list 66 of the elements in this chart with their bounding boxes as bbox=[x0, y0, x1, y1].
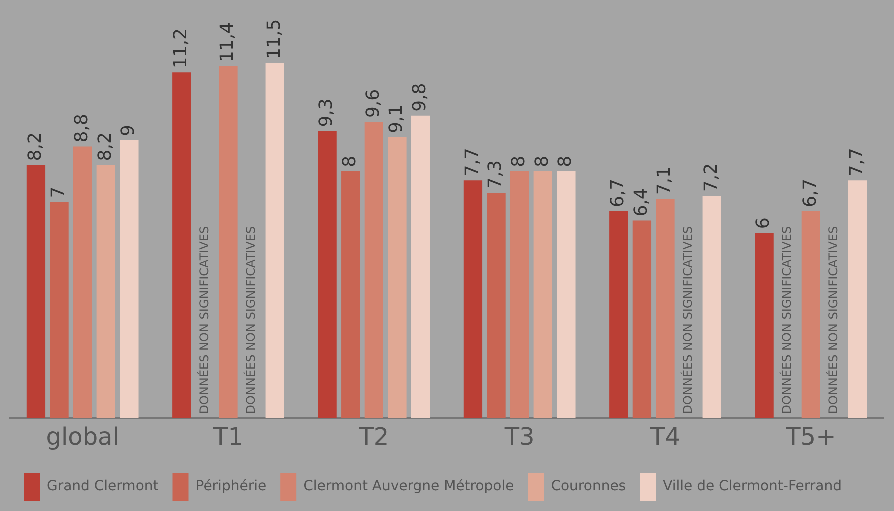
x-tick-label: T3 bbox=[504, 422, 535, 451]
bar bbox=[411, 116, 430, 418]
bar bbox=[656, 199, 675, 418]
bar bbox=[50, 202, 69, 418]
bar bbox=[96, 165, 116, 418]
bar bbox=[172, 72, 192, 418]
bar bbox=[342, 171, 360, 418]
data-label: 8 bbox=[508, 156, 530, 168]
bar bbox=[26, 165, 46, 418]
data-label: 7,1 bbox=[654, 166, 676, 196]
data-label: 7 bbox=[48, 186, 70, 198]
data-label: 6 bbox=[753, 218, 774, 230]
x-tick-label: global bbox=[46, 422, 120, 451]
data-label: 11,2 bbox=[170, 28, 192, 69]
bar bbox=[534, 171, 552, 418]
bar bbox=[755, 233, 774, 418]
bar bbox=[318, 131, 337, 418]
bar bbox=[702, 196, 722, 418]
legend-label: Ville de Clermont-Ferrand bbox=[663, 478, 842, 495]
data-label: 11,4 bbox=[217, 22, 238, 63]
legend-label: Clermont Auvergne Métropole bbox=[304, 478, 514, 495]
bar bbox=[557, 171, 576, 418]
bar bbox=[802, 212, 820, 418]
bar bbox=[74, 146, 92, 418]
data-label: 8 bbox=[555, 156, 576, 168]
annotation: DONNÉES NON SIGNIFICATIVES bbox=[196, 226, 212, 414]
bar bbox=[364, 122, 384, 418]
x-tick-label: T1 bbox=[212, 422, 244, 451]
bar bbox=[487, 192, 506, 418]
data-label: 7,7 bbox=[846, 148, 868, 177]
data-label: 6,4 bbox=[630, 188, 652, 217]
data-label: 9,8 bbox=[409, 83, 430, 112]
legend-label: Couronnes bbox=[551, 478, 626, 495]
annotation: DONNÉES NON SIGNIFICATIVES bbox=[242, 226, 258, 414]
data-label: 9,3 bbox=[316, 98, 338, 128]
bar bbox=[388, 137, 407, 418]
x-tick-label: T5+ bbox=[785, 422, 836, 451]
bar bbox=[266, 63, 284, 418]
x-tick-label: T4 bbox=[650, 422, 680, 451]
data-label: 8,2 bbox=[94, 132, 116, 162]
data-label: 9 bbox=[118, 125, 140, 137]
bar bbox=[632, 220, 652, 418]
data-label: 8 bbox=[532, 156, 553, 168]
annotation: DONNÉES NON SIGNIFICATIVES bbox=[778, 226, 794, 414]
bar bbox=[219, 66, 238, 418]
annotation: DONNÉES NON SIGNIFICATIVES bbox=[680, 226, 695, 414]
bar bbox=[610, 212, 628, 418]
data-label: 8,8 bbox=[72, 114, 93, 143]
data-label: 9,1 bbox=[386, 104, 408, 134]
bar bbox=[510, 171, 530, 418]
bar bbox=[848, 180, 868, 418]
legend-label: Périphérie bbox=[196, 478, 267, 495]
data-label: 8,2 bbox=[24, 132, 46, 162]
data-label: 8 bbox=[340, 156, 361, 168]
data-label: 7,7 bbox=[462, 148, 483, 177]
data-label: 11,5 bbox=[264, 19, 285, 60]
data-label: 6,7 bbox=[800, 178, 821, 208]
data-label: 9,6 bbox=[362, 89, 384, 118]
data-label: 7,2 bbox=[700, 163, 722, 192]
bar bbox=[120, 140, 139, 418]
legend-label: Grand Clermont bbox=[47, 478, 160, 495]
annotation: DONNÉES NON SIGNIFICATIVES bbox=[826, 226, 841, 414]
bar bbox=[464, 180, 483, 418]
data-label: 7,3 bbox=[485, 160, 506, 189]
x-tick-label: T2 bbox=[358, 422, 390, 451]
data-label: 6,7 bbox=[608, 178, 629, 208]
